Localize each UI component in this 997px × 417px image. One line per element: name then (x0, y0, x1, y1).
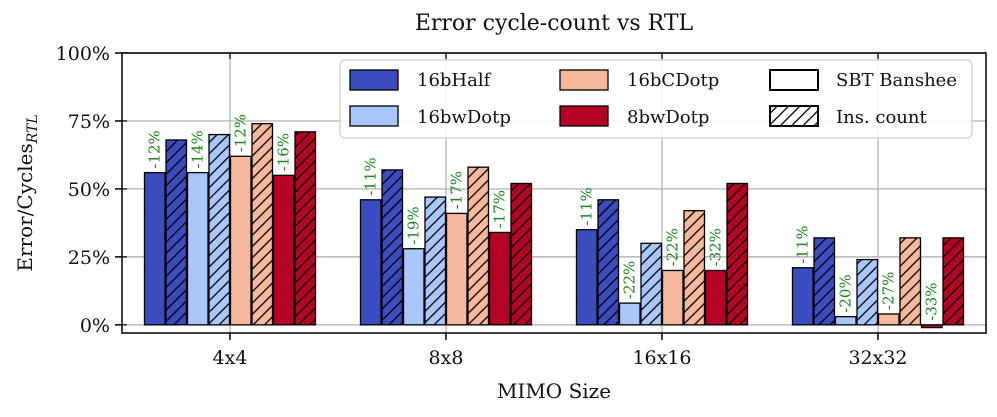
bar-banshee-8bwdotp-16x16 (704, 269, 727, 326)
chart-title: Error cycle-count vs RTL (415, 11, 694, 36)
x-tick-label-4x4: 4x4 (213, 347, 248, 369)
bar-label-16bhalf-32x32: -11% (794, 225, 812, 263)
bar-banshee-16bcdotp-4x4 (229, 155, 252, 326)
x-tick-label-8x8: 8x8 (429, 347, 464, 369)
y-axis-title-subscript: RTL (25, 114, 41, 144)
bar-banshee-16bhalf-16x16 (575, 229, 598, 326)
bar-banshee-16bwdotp-16x16 (618, 302, 641, 326)
x-axis: 4x4 8x8 16x16 32x32 (213, 53, 908, 369)
bar-inscount-hatch-8bwdotp-16x16 (726, 182, 749, 326)
legend-swatch-sbt-banshee (769, 69, 819, 91)
bar-inscount-hatch-16bcdotp-32x32 (899, 237, 922, 326)
legend-swatch-ins-count (769, 105, 819, 127)
bar-inscount-hatch-16bhalf-4x4 (165, 139, 188, 326)
legend-label-16bhalf: 16bHalf (417, 70, 492, 91)
legend-label-16bcdotp: 16bCDotp (627, 70, 719, 91)
legend-label-sbt-banshee: SBT Banshee (836, 70, 957, 91)
bar-label-16bhalf-8x8: -11% (362, 157, 380, 195)
bar-banshee-16bhalf-8x8 (359, 199, 382, 326)
bar-labels: -12% -14% -12% -16% -11% -19% -17% -17% -11% -22%… (146, 114, 941, 321)
x-axis-title: MIMO Size (497, 379, 611, 403)
bar-banshee-8bwdotp-32x32 (920, 324, 943, 329)
y-tick-label-0: 0% (80, 315, 110, 337)
bar-inscount-hatch-16bcdotp-8x8 (467, 166, 490, 326)
legend-swatch-16bhalf (349, 69, 399, 91)
legend-swatch-16bcdotp (559, 69, 609, 91)
bar-banshee-16bwdotp-8x8 (402, 248, 425, 326)
bar-label-16bcdotp-8x8: -17% (448, 171, 466, 209)
legend-label-16bwdotp: 16bwDotp (417, 107, 511, 128)
bar-banshee-16bwdotp-4x4 (186, 171, 209, 326)
bar-banshee-16bhalf-4x4 (143, 171, 166, 326)
bar-inscount-hatch-16bwdotp-32x32 (856, 258, 879, 326)
bar-banshee-16bcdotp-8x8 (445, 212, 468, 326)
bar-banshee-16bcdotp-16x16 (661, 269, 684, 326)
legend: 16bHalf 16bwDotp 16bCDotp 8bwDotp SBT Ba… (339, 59, 973, 139)
bars (143, 123, 965, 329)
bar-inscount-hatch-16bhalf-32x32 (813, 237, 836, 326)
y-tick-label-75: 75% (68, 111, 110, 133)
bar-label-16bhalf-4x4: -12% (146, 130, 164, 168)
x-tick-label-32x32: 32x32 (848, 347, 907, 369)
legend-swatch-16bwdotp (349, 105, 399, 127)
bar-label-16bwdotp-16x16: -22% (621, 261, 639, 299)
y-tick-label-25: 25% (68, 247, 110, 269)
bar-label-16bcdotp-4x4: -12% (232, 114, 250, 152)
y-axis-title: Error/CyclesRTL (13, 114, 41, 271)
legend-label-8bwdotp: 8bwDotp (627, 107, 709, 128)
legend-swatch-8bwdotp (559, 105, 609, 127)
bar-inscount-hatch-8bwdotp-32x32 (942, 237, 965, 326)
bar-banshee-8bwdotp-4x4 (272, 174, 295, 326)
bar-inscount-hatch-16bwdotp-4x4 (208, 133, 231, 326)
y-axis-title-main: Error/Cycles (13, 143, 37, 271)
bar-label-8bwdotp-4x4: -16% (275, 133, 293, 171)
bar-banshee-16bhalf-32x32 (791, 267, 814, 326)
bar-inscount-hatch-16bhalf-16x16 (597, 199, 620, 326)
bar-inscount-hatch-16bcdotp-16x16 (683, 210, 706, 326)
y-tick-label-100: 100% (56, 43, 110, 65)
bar-label-8bwdotp-32x32: -33% (923, 282, 941, 320)
bar-label-16bwdotp-32x32: -20% (837, 274, 855, 312)
bar-label-16bcdotp-32x32: -27% (880, 272, 898, 310)
bar-inscount-hatch-16bcdotp-4x4 (251, 123, 274, 326)
bar-banshee-16bwdotp-32x32 (834, 316, 857, 326)
y-axis: 0% 25% 50% 75% 100% (56, 43, 127, 337)
legend-label-ins-count: Ins. count (836, 107, 927, 128)
plot-frame (121, 52, 987, 334)
bar-inscount-hatch-16bwdotp-8x8 (424, 196, 447, 326)
bar-inscount-hatch-8bwdotp-8x8 (510, 182, 533, 326)
bar-label-16bcdotp-16x16: -22% (664, 228, 682, 266)
bar-label-16bwdotp-4x4: -14% (189, 130, 207, 168)
bar-inscount-hatch-16bwdotp-16x16 (640, 242, 663, 326)
bar-inscount-hatch-8bwdotp-4x4 (294, 131, 317, 326)
bar-banshee-8bwdotp-8x8 (488, 231, 511, 326)
y-tick-label-50: 50% (68, 179, 110, 201)
bar-inscount-hatch-16bhalf-8x8 (381, 169, 404, 326)
bar-label-16bhalf-16x16: -11% (578, 187, 596, 225)
bar-label-8bwdotp-8x8: -17% (491, 190, 509, 228)
x-tick-label-16x16: 16x16 (632, 347, 691, 369)
bar-label-8bwdotp-16x16: -32% (707, 228, 725, 266)
bar-label-16bwdotp-8x8: -19% (405, 206, 423, 244)
bar-banshee-16bcdotp-32x32 (877, 313, 900, 326)
